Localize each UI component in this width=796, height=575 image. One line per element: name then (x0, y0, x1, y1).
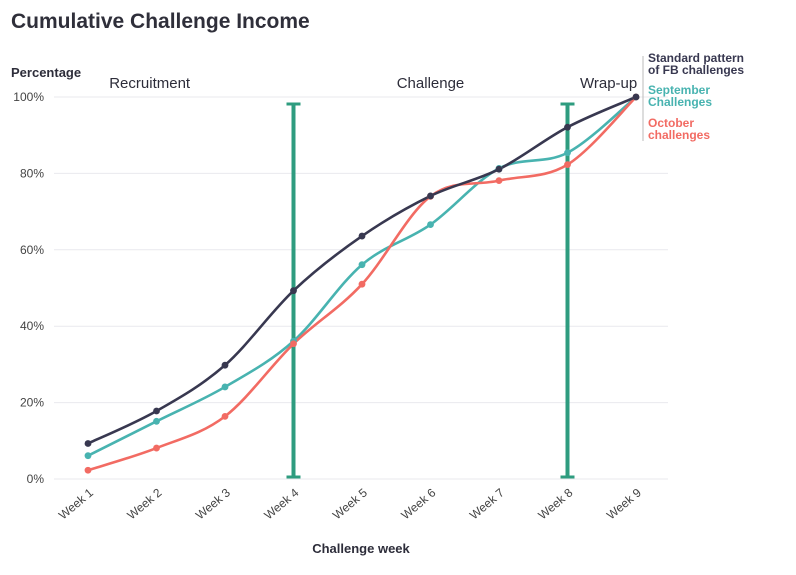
data-point (221, 361, 229, 369)
x-tick-label: Week 2 (124, 485, 164, 522)
x-tick-label: Week 6 (398, 485, 438, 522)
legend-item: Standard pattern of FB challenges (648, 51, 744, 77)
y-axis-title: Percentage (11, 65, 81, 80)
x-tick-label: Week 1 (56, 485, 96, 522)
chart-title: Cumulative Challenge Income (11, 10, 310, 33)
y-tick-label: 100% (13, 90, 44, 104)
y-tick-label: 80% (20, 166, 44, 180)
data-point (564, 161, 571, 169)
phase-labels: Recruitment Challenge Wrap-up (109, 75, 637, 92)
x-tick-label: Week 3 (193, 485, 233, 522)
data-point (153, 444, 160, 452)
data-point (495, 165, 503, 173)
data-point (358, 232, 366, 240)
data-point (358, 261, 366, 269)
data-point (564, 149, 571, 157)
x-tick-label: Week 9 (604, 485, 644, 522)
series-points (84, 93, 640, 474)
data-point (358, 280, 366, 288)
data-point (290, 340, 297, 348)
x-tick-label: Week 5 (330, 485, 370, 522)
gridlines (54, 96, 668, 480)
data-point (495, 177, 503, 185)
y-tick-label: 0% (27, 472, 45, 486)
data-point (84, 440, 92, 447)
x-axis-title: Challenge week (312, 541, 410, 556)
legend-line: of FB challenges (648, 63, 744, 77)
legend-line: challenges (648, 128, 710, 142)
phase-label: Wrap-up (580, 75, 637, 92)
legend-line: Challenges (648, 95, 712, 109)
legend-item: September Challenges (648, 83, 712, 109)
y-tick-label: 20% (20, 396, 44, 410)
legend-line: September (648, 83, 710, 97)
data-point (221, 412, 229, 420)
series-line (86, 95, 638, 445)
x-tick-label: Week 8 (535, 485, 575, 522)
data-point (632, 93, 640, 101)
data-point (84, 466, 92, 474)
data-point (84, 452, 92, 460)
x-axis-ticks: Week 1 Week 2 Week 3 Week 4 Week 5 Week 6 Week… (56, 485, 644, 522)
data-point (564, 123, 571, 131)
legend-line: October (648, 116, 694, 130)
legend: Standard pattern of FB challenges Septembe… (642, 51, 744, 142)
data-point (153, 407, 160, 415)
y-tick-label: 60% (20, 243, 44, 257)
data-point (427, 221, 434, 228)
data-point (221, 383, 229, 391)
x-tick-label: Week 7 (467, 485, 507, 522)
legend-item: October challenges (648, 116, 710, 142)
data-point (290, 287, 297, 295)
legend-line: Standard pattern (648, 51, 744, 65)
phase-label: Challenge (397, 75, 465, 92)
y-tick-label: 40% (20, 319, 44, 333)
y-axis-ticks: 0% 20% 40% 60% 80% 100% (13, 90, 44, 486)
phase-label: Recruitment (109, 75, 191, 92)
x-tick-label: Week 4 (261, 485, 301, 522)
data-point (427, 192, 434, 200)
data-point (153, 417, 160, 425)
